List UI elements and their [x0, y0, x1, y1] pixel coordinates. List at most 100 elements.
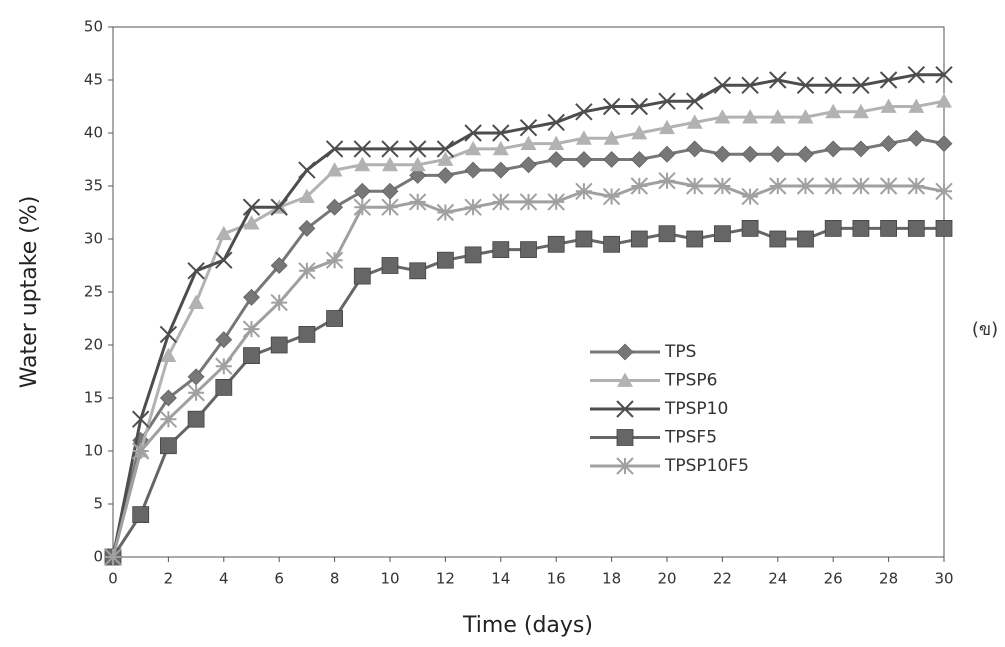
marker [713, 76, 732, 95]
x-tick-label: 14 [491, 570, 510, 588]
marker [298, 325, 316, 343]
marker [132, 506, 150, 524]
marker [658, 171, 676, 190]
marker [713, 177, 732, 195]
marker [824, 140, 842, 158]
y-tick-label: 45 [84, 71, 103, 89]
marker [243, 215, 260, 230]
marker [852, 177, 870, 195]
marker [547, 113, 565, 132]
x-tick-label: 16 [547, 570, 566, 588]
marker [742, 109, 759, 124]
marker [935, 182, 953, 201]
legend-label: TPSP10 [664, 399, 728, 419]
marker [852, 103, 869, 119]
marker [547, 151, 565, 168]
marker [436, 203, 455, 222]
marker [769, 71, 787, 89]
marker [353, 140, 372, 158]
marker [159, 325, 178, 344]
marker [824, 219, 842, 237]
marker [769, 177, 787, 195]
y-tick-label: 30 [84, 230, 103, 248]
marker [935, 219, 953, 237]
marker [659, 119, 675, 135]
marker [547, 235, 565, 253]
marker [519, 193, 538, 211]
marker [243, 347, 260, 365]
x-tick-label: 0 [108, 570, 118, 588]
marker [215, 251, 233, 269]
marker [270, 293, 288, 312]
marker [879, 177, 898, 195]
annotation: (ข) [972, 319, 998, 340]
marker [907, 177, 926, 195]
marker [575, 130, 592, 145]
marker [741, 219, 759, 237]
series-line [111, 179, 945, 558]
marker [381, 257, 399, 274]
x-tick-label: 12 [436, 570, 455, 588]
marker [298, 219, 316, 237]
marker [187, 383, 205, 402]
marker [381, 182, 399, 200]
legend-marker [616, 457, 634, 475]
marker [381, 140, 399, 158]
marker [409, 156, 426, 172]
y-tick-label: 25 [84, 283, 103, 301]
marker [409, 262, 427, 280]
marker [935, 135, 953, 153]
marker [159, 389, 177, 407]
marker [408, 140, 427, 158]
marker [215, 225, 232, 241]
marker [519, 118, 538, 137]
marker [187, 262, 205, 280]
y-tick-label: 50 [84, 18, 103, 36]
marker [548, 135, 565, 150]
marker [852, 140, 870, 158]
marker [353, 182, 371, 200]
marker [464, 198, 482, 216]
y-axis-title: Water uptake (%) [17, 196, 42, 389]
marker [907, 129, 925, 147]
marker [243, 288, 260, 306]
series-line [111, 226, 944, 558]
x-tick-label: 30 [934, 570, 953, 588]
legend-marker [617, 372, 633, 387]
marker [325, 140, 344, 158]
marker [353, 267, 371, 285]
marker [492, 193, 510, 211]
marker [713, 145, 731, 163]
legend-label: TPSF5 [664, 428, 717, 448]
marker [492, 161, 510, 179]
marker [603, 130, 620, 145]
marker [936, 93, 952, 108]
marker [104, 548, 122, 566]
marker [575, 151, 593, 168]
marker [630, 151, 648, 168]
plot-frame [112, 26, 945, 558]
marker [298, 161, 316, 179]
marker [880, 98, 897, 113]
x-tick-label: 24 [768, 570, 787, 588]
x-tick-label: 2 [164, 570, 174, 588]
marker [547, 193, 565, 211]
marker [408, 193, 427, 211]
marker [437, 151, 454, 166]
marker [187, 410, 205, 428]
x-tick-label: 22 [713, 570, 732, 588]
marker [824, 177, 842, 195]
marker [797, 109, 814, 124]
marker [215, 331, 233, 349]
legend-marker [616, 429, 634, 446]
marker [769, 109, 786, 124]
marker [159, 410, 178, 428]
marker [242, 198, 261, 216]
marker [520, 135, 537, 150]
marker [436, 166, 454, 184]
x-tick-label: 28 [879, 570, 898, 588]
marker [880, 219, 897, 237]
y-tick-label: 35 [84, 177, 103, 195]
x-tick-label: 6 [274, 570, 284, 588]
